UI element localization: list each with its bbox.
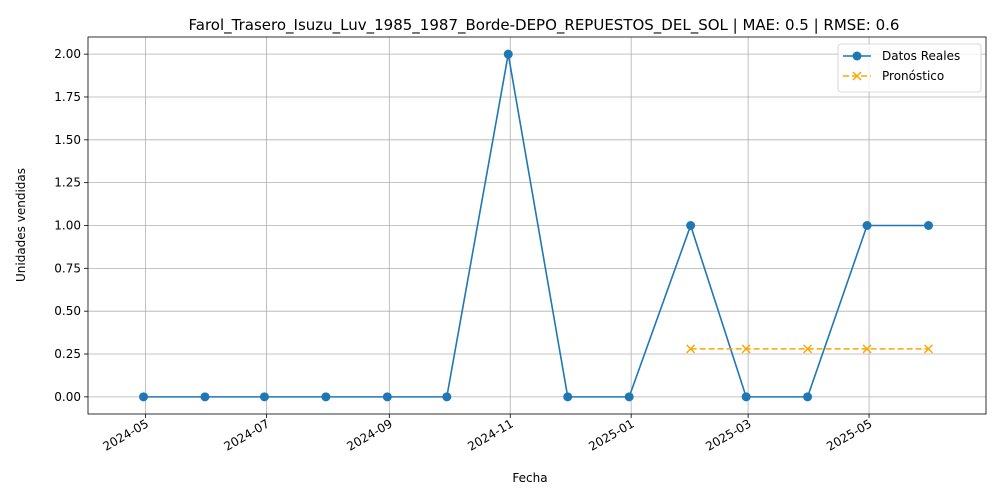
y-tick-label: 1.50	[54, 133, 81, 147]
data-point-actual	[321, 392, 331, 402]
x-tick-label: 2025-05	[824, 416, 874, 453]
legend-label: Datos Reales	[882, 49, 960, 63]
legend-swatch-marker	[852, 71, 862, 81]
x-tick-label: 2024-07	[221, 416, 271, 453]
data-point-actual	[624, 392, 634, 402]
data-point-actual	[442, 392, 452, 402]
y-tick-label: 0.00	[54, 390, 81, 404]
data-point-actual	[259, 392, 269, 402]
series-layer	[139, 49, 934, 402]
data-point-actual	[803, 392, 813, 402]
data-point-actual	[924, 221, 934, 230]
x-tick-label: 2025-03	[703, 416, 753, 453]
chart-title: Farol_Trasero_Isuzu_Luv_1985_1987_Borde-…	[189, 16, 900, 35]
series-line-actual	[143, 53, 929, 398]
legend-box	[837, 43, 982, 93]
data-point-actual	[139, 392, 149, 402]
y-tick-label: 0.75	[54, 261, 81, 275]
legend-entry-forecast: Pronóstico	[843, 69, 944, 83]
data-point-actual	[503, 49, 513, 59]
data-point-forecast	[862, 344, 872, 354]
data-point-actual	[862, 221, 872, 230]
data-point-actual	[200, 392, 210, 402]
x-tick-label: 2024-09	[344, 416, 394, 453]
x-axis-ticks: 2024-05 2024-07 2024-09 2024-11 2025-01 2025-…	[101, 414, 875, 454]
y-tick-label: 1.00	[54, 219, 81, 233]
y-tick-label: 1.25	[54, 176, 81, 190]
legend-label: Pronóstico	[882, 69, 944, 83]
y-tick-label: 0.50	[54, 304, 81, 318]
legend-swatch-marker	[852, 51, 862, 61]
y-tick-label: 1.75	[54, 90, 81, 104]
y-axis-ticks: 0.00 0.25 0.50 0.75 1.00 1.25 1.50 1.75 2.00	[54, 47, 88, 404]
x-tick-label: 2024-11	[465, 416, 515, 453]
data-point-forecast	[741, 344, 751, 354]
data-point-forecast	[686, 344, 696, 354]
legend: Datos Reales Pronóstico	[837, 43, 982, 93]
data-point-forecast	[923, 344, 934, 354]
data-point-actual	[686, 221, 696, 230]
x-axis-label: Fecha	[512, 471, 547, 485]
data-point-actual	[741, 392, 751, 402]
data-point-actual	[563, 392, 573, 402]
y-axis-label: Unidades vendidas	[14, 168, 28, 282]
y-tick-label: 0.25	[54, 347, 81, 361]
x-tick-label: 2024-05	[101, 416, 151, 453]
grid-lines	[88, 37, 986, 414]
data-point-forecast	[803, 344, 813, 354]
x-tick-label: 2025-01	[586, 416, 636, 453]
legend-entry-actual: Datos Reales	[843, 49, 960, 63]
y-tick-label: 2.00	[54, 47, 81, 61]
data-point-actual	[382, 392, 392, 402]
